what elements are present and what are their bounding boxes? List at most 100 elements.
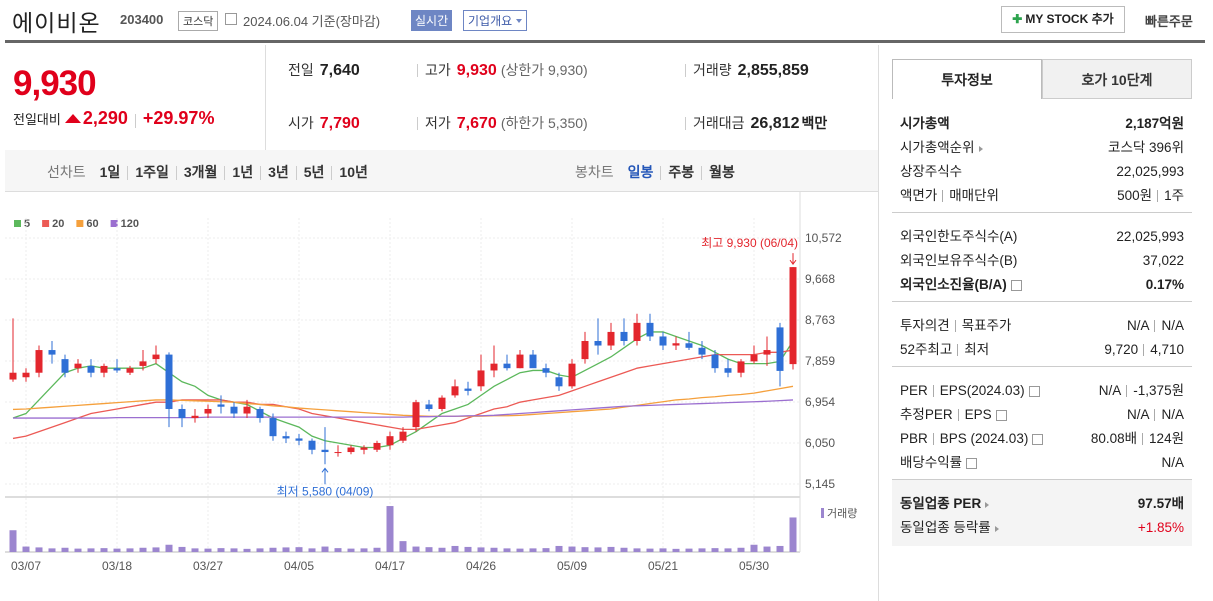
y-tick-label: 9,668 [805,272,835,286]
label-part: PER [900,383,928,398]
info-value: 0.17% [1146,273,1184,297]
volume-bar [607,546,615,552]
period-item[interactable]: 3개월 [183,164,218,180]
period-group: 봉차트 일봉 주봉 월봉 [575,162,735,182]
period-item[interactable]: 월봉 [709,164,735,180]
realtime-button[interactable]: 실시간 [411,10,453,31]
separator [660,166,662,181]
info-section: 시가총액 2,187억원 시가총액순위 코스닥 396위 상장주식수 22,025,993… [892,100,1192,213]
y-tick-label: 6,050 [805,436,835,450]
volume-bar [711,548,719,552]
volume-bar [308,548,316,552]
volume-bar [529,548,537,552]
period-item[interactable]: 일봉 [627,164,654,180]
help-icon[interactable] [995,409,1007,421]
summary-value: 7,790 [319,115,360,132]
info-row: 시가총액 2,187억원 [900,112,1184,136]
period-item[interactable]: 1일 [99,164,121,180]
tab[interactable]: 호가 10단계 [1042,59,1192,99]
volume-bar [490,547,498,552]
candle-body [477,370,485,387]
ma-line [13,399,794,419]
volume-bar [399,541,407,552]
period-item[interactable]: 1년 [232,164,254,180]
period-item[interactable]: 10년 [339,164,368,180]
x-tick-label: 04/17 [375,559,405,573]
candle-body [165,354,173,409]
candle-body [633,322,641,341]
summary-value: 9,930 [456,62,497,79]
separator [331,166,333,181]
volume-bar [789,517,797,552]
mystock-button[interactable]: ✚ MY STOCK 추가 [1001,6,1125,33]
chart: 5 20 60 120 10,572 9,668 8,763 7,859 6,954 6,050 5… [5,192,857,573]
info-row: 외국인소진율(B/A) 0.17% [900,273,1184,297]
volume-bar [61,547,69,552]
period-item[interactable]: 5년 [303,164,325,180]
legend-swatch [42,220,50,227]
candle-body [542,368,550,373]
label-part: 외국인한도주식수(A) [900,229,1018,244]
info-label: 추정PER EPS [900,403,1007,427]
legend-swatch [14,220,21,227]
info-tabs: 투자정보 호가 10단계 [892,59,1192,99]
label-part: 액면가 [900,188,938,203]
volume-bar [412,546,420,552]
value-part: N/A [1161,455,1184,470]
change-label: 전일대비 [13,112,61,127]
info-row: 동일업종 등락률 +1.85% [900,516,1184,540]
volume-bar [139,547,147,552]
stock-name: 에이비온 [12,10,101,36]
help-icon[interactable] [1028,385,1040,397]
summary-extra: (하한가 5,350) [500,115,588,131]
volume-bar [191,548,199,552]
candle-body [750,354,758,362]
x-tick-label: 03/18 [102,559,132,573]
y-tick-label: 7,859 [805,354,835,368]
candle-body [789,267,797,365]
info-row: 추정PER EPS N/A N/A [900,403,1184,427]
volume-bar [126,548,134,552]
period-item[interactable]: 주봉 [668,164,695,180]
candle-body [594,340,602,346]
value-part: 9,720 [1104,342,1139,357]
high-label: 최고 9,930 (06/04) [701,236,798,250]
separator [127,166,129,181]
info-row: 시가총액순위 코스닥 396위 [900,136,1184,160]
period-bar: 선차트 1일 1주일 3개월 1년 3년 5년 10년 봉차트 일봉 주봉 월봉 [5,150,878,192]
info-value: N/A N/A [1127,314,1184,338]
change: 전일대비 2,290 +29.97% [13,108,214,129]
candle-body [659,336,667,346]
help-icon[interactable] [1010,279,1022,291]
value-part: -1,375원 [1133,383,1184,398]
volume-bar [750,544,758,552]
volume-bar [386,506,394,552]
help-icon[interactable] [966,457,978,469]
info-row: 52주최고 최저 9,720 4,710 [900,338,1184,362]
label-part: 동일업종 등락률 [900,520,991,535]
label-part: BPS (2024.03) [939,431,1029,446]
candle-body [139,361,147,366]
candle-body [61,359,69,373]
arrow-icon [978,146,986,152]
ma-line [12,349,794,440]
info-panel: 시가총액 2,187억원 시가총액순위 코스닥 396위 상장주식수 22,025,993… [892,100,1192,546]
arrow-icon [985,502,992,508]
overview-dropdown[interactable]: 기업개요 [463,10,528,31]
period-item[interactable]: 1주일 [135,164,169,180]
legend-label: 60 [86,218,98,230]
period-item[interactable]: 3년 [268,164,289,180]
candle-body [386,436,394,446]
volume-bar [594,547,602,552]
tab[interactable]: 투자정보 [892,59,1042,99]
candle-body [321,449,329,453]
quick-order[interactable]: 빠른주문 [1145,14,1193,29]
label-part: 동일업종 PER [900,496,982,511]
info-row: 액면가 매매단위 500원 1주 [900,184,1184,208]
volume-bar [659,548,667,552]
info-row: PER EPS(2024.03) N/A -1,375원 [900,379,1184,403]
separator [175,166,177,181]
help-icon[interactable] [1032,433,1044,445]
current-price: 9,930 [13,64,97,103]
value-part: 1주 [1164,188,1184,203]
